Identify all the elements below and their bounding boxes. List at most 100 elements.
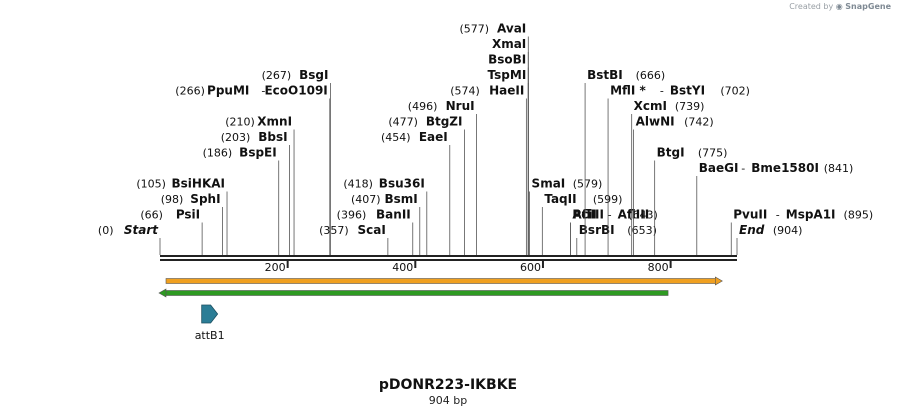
site-position-label: (702)	[720, 85, 750, 98]
site-name-label: AvaI	[497, 22, 526, 36]
site-position-label: (895)	[844, 209, 874, 222]
map-length: 904 bp	[428, 394, 468, 407]
site-name-label: SmaI	[532, 177, 566, 191]
site-name-label: PvuII	[733, 208, 767, 222]
site-name-label: PciI	[572, 208, 597, 222]
site-pcii: PciI - AflIII	[570, 208, 649, 255]
site-position-label: (98)	[161, 193, 184, 206]
site-partner-name: Bme1580I	[751, 161, 819, 175]
site-position-label: (203)	[221, 131, 251, 144]
axis-tick-label: 400	[392, 261, 413, 274]
site-name-label: SphI	[190, 192, 220, 206]
green-feature-arrowhead	[158, 288, 167, 298]
site-psii: PsiI (66)	[140, 208, 203, 255]
site-bspei: BspEI (186)	[203, 146, 280, 255]
site-mfli: MflI * - BstYI (702)	[607, 84, 750, 255]
feature-attB1-arrow	[201, 304, 219, 324]
feature-attB1: attB1	[195, 304, 225, 342]
site-position-label: (105)	[136, 178, 166, 191]
site-position-label: (477)	[388, 116, 418, 129]
site-sphi: SphI (98)	[161, 192, 223, 255]
site-name-label: AlwNI	[636, 115, 675, 129]
site-name-label: BspEI	[239, 146, 277, 160]
site-position-label: (599)	[593, 193, 623, 206]
site-position-label: (357)	[319, 224, 349, 237]
site-xcmi: XcmI (739)	[631, 99, 705, 255]
site-bsrbi: BsrBI (653)	[576, 223, 657, 255]
site-separator: -	[741, 162, 745, 175]
map-title-block: pDONR223-IKBKE 904 bp	[298, 377, 598, 407]
site-name-label: ScaI	[358, 223, 386, 237]
site-name-label: EaeI	[419, 130, 448, 144]
site-name-label: PsiI	[176, 208, 200, 222]
site-name-label: XmnI	[257, 115, 292, 129]
snapgene-credit: Created by ◉ SnapGene	[789, 2, 891, 11]
site-position-label: (653)	[627, 224, 657, 237]
site-bsmi: BsmI (407)	[351, 192, 421, 255]
site-name-label: BsmI	[385, 192, 418, 206]
site-name-label: BtgZI	[426, 115, 463, 129]
site-separator: -	[776, 209, 780, 222]
site-eaei: EaeI (454)	[381, 130, 451, 255]
site-position-label: (742)	[684, 116, 714, 129]
site-name-label: End	[739, 223, 765, 237]
site-banii: BanII (396)	[337, 208, 414, 255]
site-nrui: NruI (496)	[408, 99, 477, 255]
site-position-label: (643)	[628, 209, 658, 222]
site-name-label: AflIII	[572, 208, 604, 222]
site-avai: AvaI (577)	[459, 22, 529, 255]
orange-orf-bar-body	[165, 278, 716, 284]
site-name-label: PpuMI	[207, 84, 249, 98]
site-position-label: (904)	[773, 224, 803, 237]
site-bsu36i: Bsu36I (418)	[343, 177, 428, 255]
site-position-label: (66)	[140, 209, 163, 222]
site-position-label: (418)	[343, 178, 373, 191]
orange-orf-bar	[165, 276, 723, 286]
site-name-label: BsrBI	[579, 223, 615, 237]
site-separator: -	[660, 85, 664, 98]
site-position-label: (577)	[459, 23, 489, 36]
site-name-label: TspMI	[488, 68, 527, 82]
site-name-label: XmaI	[492, 37, 526, 51]
site-position-label: (579)	[573, 178, 603, 191]
site-bbsi: BbsI (203)	[221, 130, 290, 255]
site-bsihkai: BsiHKAI (105)	[136, 177, 228, 255]
site-name-label: XcmI	[634, 99, 667, 113]
site-name-label: Bsu36I	[379, 177, 425, 191]
site-start: Start (0)	[98, 223, 161, 255]
plasmid-linear-map: 200 400 600 800 attB1 Start (0) PsiI (66) SphI (98…	[98, 22, 874, 343]
site-position-label: (210)	[225, 116, 255, 129]
site-alwni: AlwNI (742)	[633, 115, 714, 255]
site-position-label: (266)	[175, 85, 205, 98]
site-position-label: (454)	[381, 131, 411, 144]
site-position-label: (496)	[408, 100, 438, 113]
site-btgzi: BtgZI (477)	[388, 115, 465, 255]
site-partner-name: EcoO109I	[264, 84, 327, 98]
site-separator: -	[261, 85, 265, 98]
axis-tick-label: 200	[265, 261, 286, 274]
site-smai: SmaI (579)	[529, 177, 603, 255]
site-name-label: BaeGI	[699, 161, 739, 175]
site-name-label: Start	[124, 223, 159, 237]
site-haeii: HaeII (574)	[450, 84, 527, 255]
site-scai: ScaI (357)	[319, 223, 389, 255]
site-name-label: BanII	[376, 208, 411, 222]
site-btgi: BtgI (775)	[654, 146, 727, 255]
site-position-label: (0)	[98, 224, 114, 237]
map-title: pDONR223-IKBKE	[378, 377, 518, 393]
site-xmni: XmnI(210)	[225, 115, 295, 255]
site-end: End (904)	[736, 223, 803, 255]
site-partner-name: MspA1I	[786, 208, 836, 222]
site-position-label: (666)	[636, 69, 666, 82]
site-taqii: TaqII (599)	[541, 192, 623, 255]
site-position-label: (396)	[337, 209, 367, 222]
site-position-label: (739)	[675, 100, 705, 113]
green-feature-bar	[158, 288, 669, 298]
site-name-label: MflI *	[610, 84, 646, 98]
site-name-label: BsiHKAI	[172, 177, 226, 191]
site-name-label: HaeII	[489, 84, 524, 98]
site-position-label: (407)	[351, 193, 381, 206]
feature-attB1-label: attB1	[195, 329, 225, 342]
site-position-label: (267)	[262, 69, 292, 82]
site-ppumi: EcoO109I-PpuMI(266)	[175, 84, 331, 255]
